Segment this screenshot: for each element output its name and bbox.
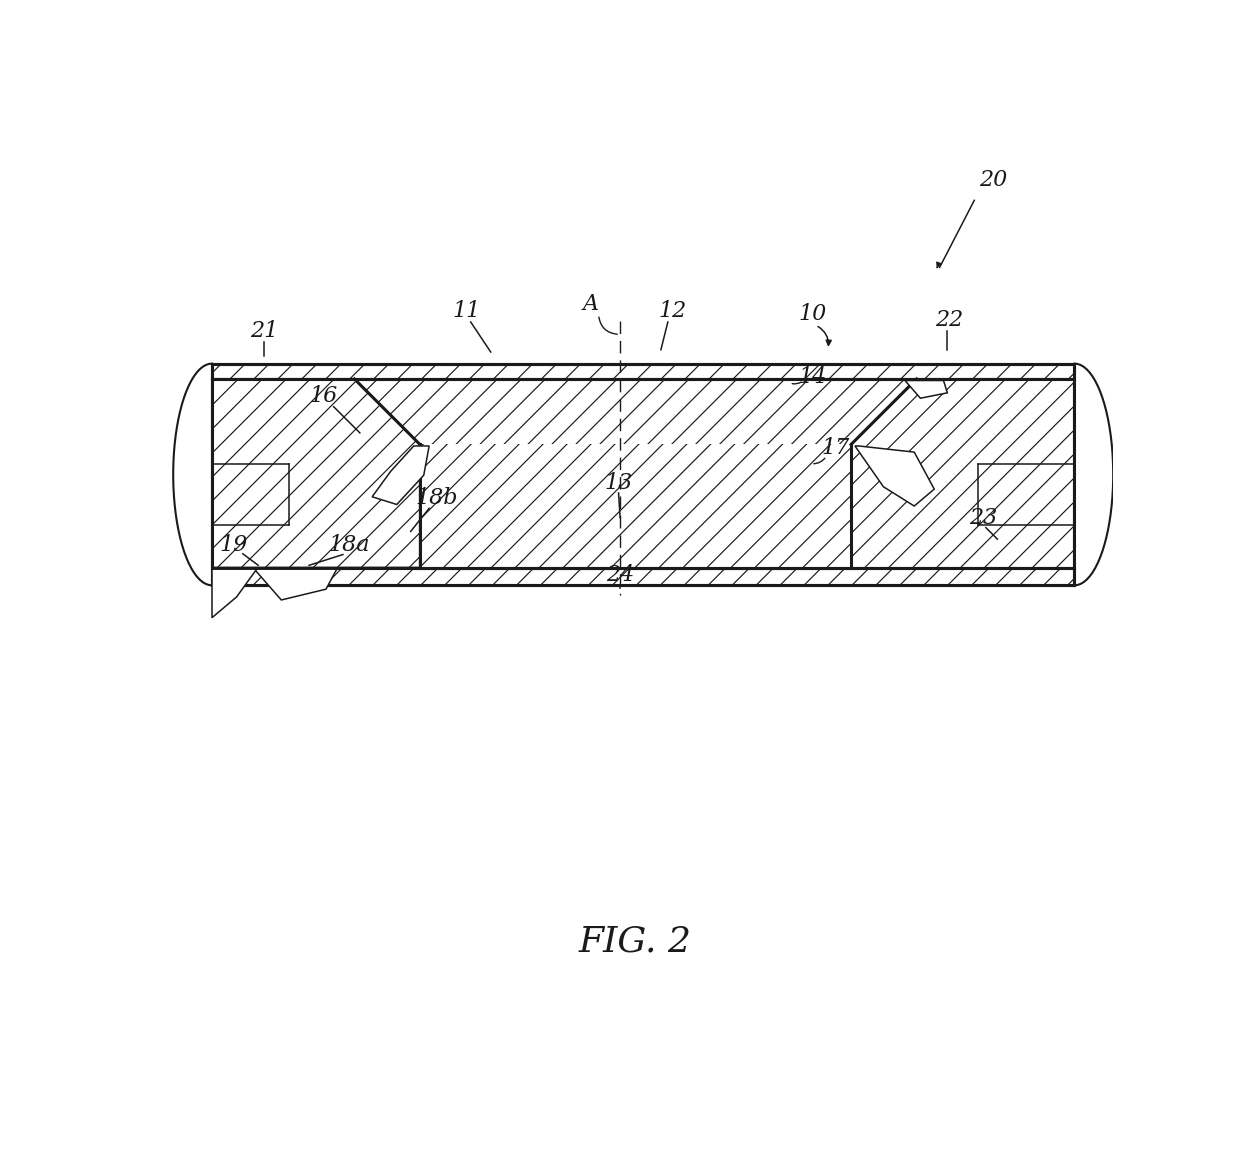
Text: 18a: 18a: [329, 533, 370, 555]
Text: 16: 16: [310, 385, 337, 407]
Text: 23: 23: [970, 506, 998, 528]
Polygon shape: [212, 569, 257, 617]
Text: 13: 13: [604, 472, 632, 494]
Text: 21: 21: [250, 320, 279, 343]
Text: 14: 14: [799, 366, 827, 388]
Polygon shape: [254, 569, 337, 600]
Polygon shape: [212, 379, 420, 568]
Text: 20: 20: [980, 170, 1008, 192]
Polygon shape: [212, 568, 1074, 586]
Polygon shape: [854, 445, 934, 506]
Text: A: A: [583, 292, 599, 314]
Text: 12: 12: [658, 300, 687, 323]
Text: 17: 17: [822, 437, 849, 459]
Text: 19: 19: [219, 533, 248, 555]
Text: 24: 24: [606, 565, 634, 587]
Text: 18b: 18b: [415, 487, 458, 510]
Text: FIG. 2: FIG. 2: [579, 924, 692, 959]
Polygon shape: [420, 444, 851, 568]
Polygon shape: [212, 364, 1074, 379]
Polygon shape: [355, 379, 916, 444]
Text: 22: 22: [935, 310, 963, 332]
Polygon shape: [905, 381, 947, 399]
Polygon shape: [851, 379, 1074, 568]
Text: 11: 11: [451, 300, 480, 323]
Text: 10: 10: [799, 303, 827, 325]
Polygon shape: [372, 445, 429, 505]
